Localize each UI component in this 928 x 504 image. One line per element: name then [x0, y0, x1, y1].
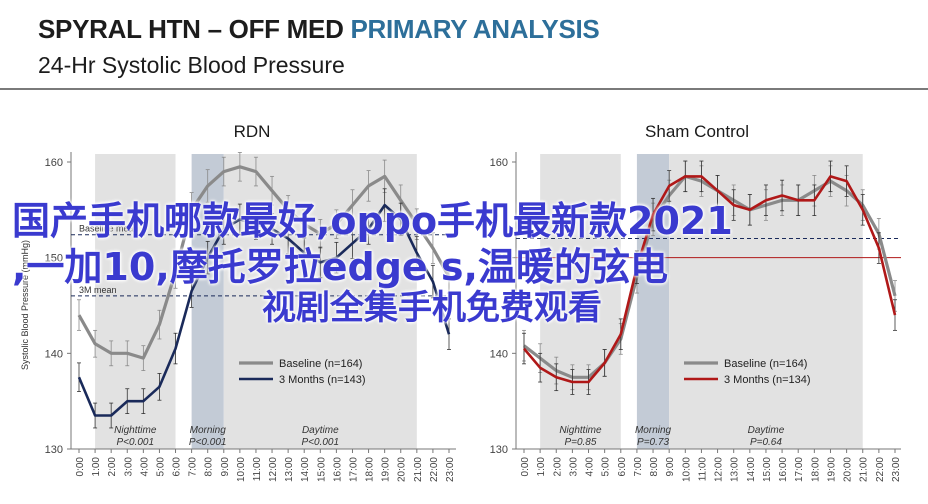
period-label: Daytime [302, 425, 339, 436]
x-tick-label: 5:00 [601, 457, 612, 477]
period-band-daytime [223, 154, 417, 449]
x-tick-label: 4:00 [585, 457, 596, 477]
reference-line-label: Baseline mean [79, 224, 139, 234]
legend-entry: 3 Months (n=143) [279, 374, 366, 386]
period-p-value: P=0.85 [564, 437, 596, 448]
x-tick-label: 2:00 [107, 457, 118, 477]
x-tick-label: 19:00 [381, 457, 392, 482]
x-tick-label: 10:00 [236, 457, 247, 482]
y-tick-label: 150 [45, 253, 63, 265]
y-tick-label: 130 [45, 444, 63, 456]
y-tick-label: 160 [45, 157, 63, 169]
x-tick-label: 4:00 [139, 457, 150, 477]
slide-title: SPYRAL HTN – OFF MED PRIMARY ANALYSIS [38, 14, 600, 45]
x-tick-label: 17:00 [794, 457, 805, 482]
x-tick-label: 13:00 [730, 457, 741, 482]
series-line-baseline [523, 174, 897, 379]
x-tick-label: 13:00 [284, 457, 295, 482]
period-label: Daytime [748, 425, 785, 436]
chart-title: RDN [234, 122, 271, 141]
x-tick-label: 7:00 [633, 457, 644, 477]
slide-title-main: SPYRAL HTN – OFF MED [38, 14, 351, 44]
x-tick-label: 22:00 [429, 457, 440, 482]
x-tick-label: 21:00 [413, 457, 424, 482]
x-tick-label: 3:00 [123, 457, 134, 477]
x-tick-label: 9:00 [220, 457, 231, 477]
x-tick-label: 0:00 [520, 457, 531, 477]
slide-subtitle: 24-Hr Systolic Blood Pressure [38, 52, 345, 78]
slide-title-accent: PRIMARY ANALYSIS [350, 14, 600, 44]
y-tick-label: 160 [490, 157, 508, 169]
x-tick-label: 2:00 [552, 457, 563, 477]
x-tick-label: 21:00 [859, 457, 870, 482]
x-tick-label: 17:00 [348, 457, 359, 482]
x-tick-label: 1:00 [91, 457, 102, 477]
x-tick-label: 23:00 [891, 457, 902, 482]
chart-panel-sham: Sham Control 130 140 150 160 0:00 1:00 2:00 3:00… [490, 122, 902, 482]
x-tick-label: 16:00 [332, 457, 343, 482]
y-tick-label: 140 [45, 348, 63, 360]
x-tick-label: 10:00 [681, 457, 692, 482]
period-band-nighttime [95, 154, 176, 449]
x-tick-label: 5:00 [155, 457, 166, 477]
x-tick-label: 11:00 [252, 457, 263, 482]
x-tick-label: 18:00 [365, 457, 376, 482]
period-p-value: P<0.001 [302, 437, 340, 448]
x-tick-label: 15:00 [762, 457, 773, 482]
legend-entry: 3 Months (n=134) [724, 374, 811, 386]
x-tick-label: 23:00 [445, 457, 456, 482]
period-label: Morning [635, 425, 672, 436]
x-tick-label: 22:00 [875, 457, 886, 482]
x-tick-label: 16:00 [778, 457, 789, 482]
period-label: Nighttime [559, 425, 602, 436]
chart-panel-rdn: RDN 130 140 150 160 0:00 1:00 2:00 3:00 4:00 5:00 6… [20, 122, 456, 482]
x-tick-label: 14:00 [300, 457, 311, 482]
y-tick-label: 130 [490, 444, 508, 456]
x-tick-label: 1:00 [536, 457, 547, 477]
reference-line-label: 3M mean [79, 285, 117, 295]
x-tick-label: 12:00 [268, 457, 279, 482]
y-tick-label: 140 [490, 348, 508, 360]
period-label: Morning [190, 425, 227, 436]
period-p-value: P=0.64 [750, 437, 782, 448]
x-tick-label: 20:00 [843, 457, 854, 482]
x-tick-label: 0:00 [75, 457, 86, 477]
period-p-value: P<0.001 [117, 437, 155, 448]
x-tick-label: 11:00 [697, 457, 708, 482]
period-p-value: P<0.001 [189, 437, 227, 448]
chart-title: Sham Control [645, 122, 749, 141]
y-tick-label: 150 [490, 253, 508, 265]
period-p-value: P=0.73 [637, 437, 669, 448]
error-bars-3-months [522, 160, 897, 395]
period-label: Nighttime [114, 425, 157, 436]
x-tick-label: 12:00 [714, 457, 725, 482]
legend-entry: Baseline (n=164) [724, 358, 807, 370]
slide-header: SPYRAL HTN – OFF MED PRIMARY ANALYSIS 24… [0, 0, 928, 88]
x-tick-label: 6:00 [172, 457, 183, 477]
x-tick-label: 20:00 [397, 457, 408, 482]
legend-entry: Baseline (n=164) [279, 358, 362, 370]
x-tick-label: 9:00 [665, 457, 676, 477]
x-tick-label: 8:00 [649, 457, 660, 477]
period-band-nighttime [540, 154, 621, 449]
series-line-baseline [77, 165, 451, 360]
y-axis-label: Systolic Blood Pressure (mmHg) [20, 240, 30, 370]
x-tick-label: 8:00 [204, 457, 215, 477]
x-tick-label: 15:00 [316, 457, 327, 482]
x-tick-label: 7:00 [188, 457, 199, 477]
series-line-3-months [523, 175, 897, 384]
x-tick-label: 3:00 [568, 457, 579, 477]
x-tick-label: 6:00 [617, 457, 628, 477]
x-tick-label: 18:00 [810, 457, 821, 482]
series-line-3-months [77, 203, 451, 417]
x-tick-label: 19:00 [826, 457, 837, 482]
header-divider [0, 88, 928, 90]
x-tick-label: 14:00 [746, 457, 757, 482]
